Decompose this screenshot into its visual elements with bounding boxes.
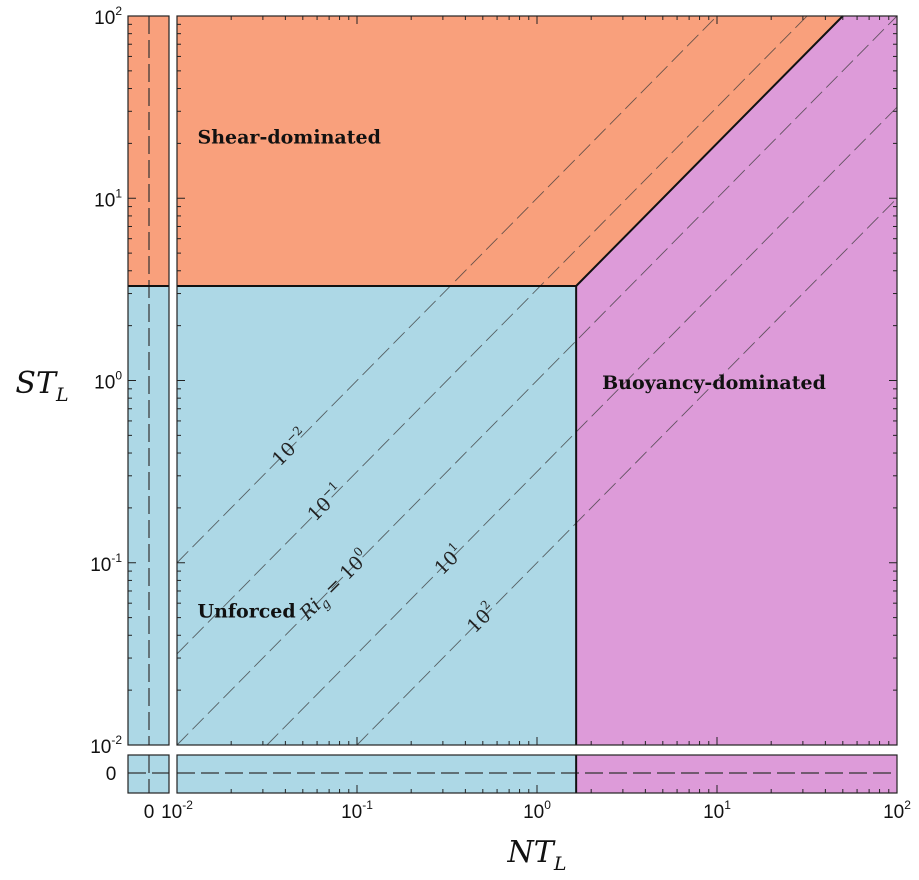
axis-titles: NTL STL [15,366,566,875]
ri-line-1 [176,15,808,655]
y-tick-label-2: 100 [94,369,122,394]
ri-line-3 [266,106,898,746]
zero-panels [128,16,897,793]
richardson-lines [176,15,898,746]
x-tick-label-3: 101 [703,798,731,823]
zero-corner-frame [127,754,170,794]
regions [177,16,897,745]
x-tick-label-2: 100 [523,798,551,823]
x-zero-label: 0 [144,802,155,823]
boundary-shear-buoyancy [575,15,844,287]
y-tick-label-0: 10-2 [90,733,122,758]
y-axis-title: STL [15,366,68,406]
x-tick-label-0: 10-2 [161,798,193,823]
region-shear [177,16,843,287]
region-unforced [177,286,577,745]
region-labels: Shear-dominated Unforced Buoyancy-dominate… [198,126,826,622]
x-tick-label-4: 102 [883,798,911,823]
region-label-2: Buoyancy-dominated [602,372,826,394]
region-buoyancy [576,16,897,745]
region-label-1: Unforced [198,601,296,623]
y-zero-label: 0 [106,764,117,785]
ri-line-4 [356,197,898,746]
x-tick-label-1: 10-1 [341,798,373,823]
regime-boundaries [128,15,844,793]
ticks: 10-2 10-1 100 101 102 10-2 10-1 100 101 102 0 0 [90,4,911,823]
region-label-0: Shear-dominated [198,126,381,148]
y-tick-label-1: 10-1 [90,551,122,576]
y-tick-label-3: 101 [94,186,122,211]
y-tick-label-4: 102 [94,4,122,29]
zero-row-buoyancy [576,755,897,793]
ri-line-2 [176,15,898,746]
x-axis-title: NTL [507,835,567,875]
zero-row-unforced [177,755,577,793]
ri-line-0 [176,15,718,564]
